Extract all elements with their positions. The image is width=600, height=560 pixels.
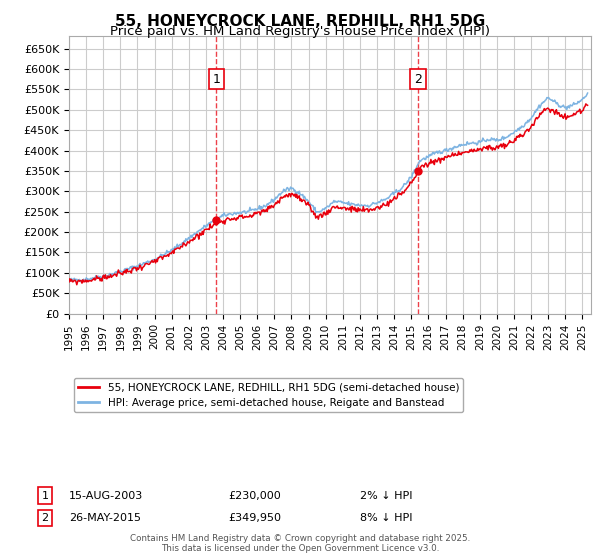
Text: 2: 2	[41, 513, 49, 523]
Legend: 55, HONEYCROCK LANE, REDHILL, RH1 5DG (semi-detached house), HPI: Average price,: 55, HONEYCROCK LANE, REDHILL, RH1 5DG (s…	[74, 379, 463, 412]
Text: £349,950: £349,950	[228, 513, 281, 523]
Text: 1: 1	[41, 491, 49, 501]
Text: 2: 2	[414, 73, 422, 86]
Text: 2% ↓ HPI: 2% ↓ HPI	[360, 491, 413, 501]
Text: Contains HM Land Registry data © Crown copyright and database right 2025.
This d: Contains HM Land Registry data © Crown c…	[130, 534, 470, 553]
Text: £230,000: £230,000	[228, 491, 281, 501]
Text: 8% ↓ HPI: 8% ↓ HPI	[360, 513, 413, 523]
Text: 1: 1	[212, 73, 220, 86]
Text: 26-MAY-2015: 26-MAY-2015	[69, 513, 141, 523]
Text: 55, HONEYCROCK LANE, REDHILL, RH1 5DG: 55, HONEYCROCK LANE, REDHILL, RH1 5DG	[115, 14, 485, 29]
Text: 15-AUG-2003: 15-AUG-2003	[69, 491, 143, 501]
Text: Price paid vs. HM Land Registry's House Price Index (HPI): Price paid vs. HM Land Registry's House …	[110, 25, 490, 38]
